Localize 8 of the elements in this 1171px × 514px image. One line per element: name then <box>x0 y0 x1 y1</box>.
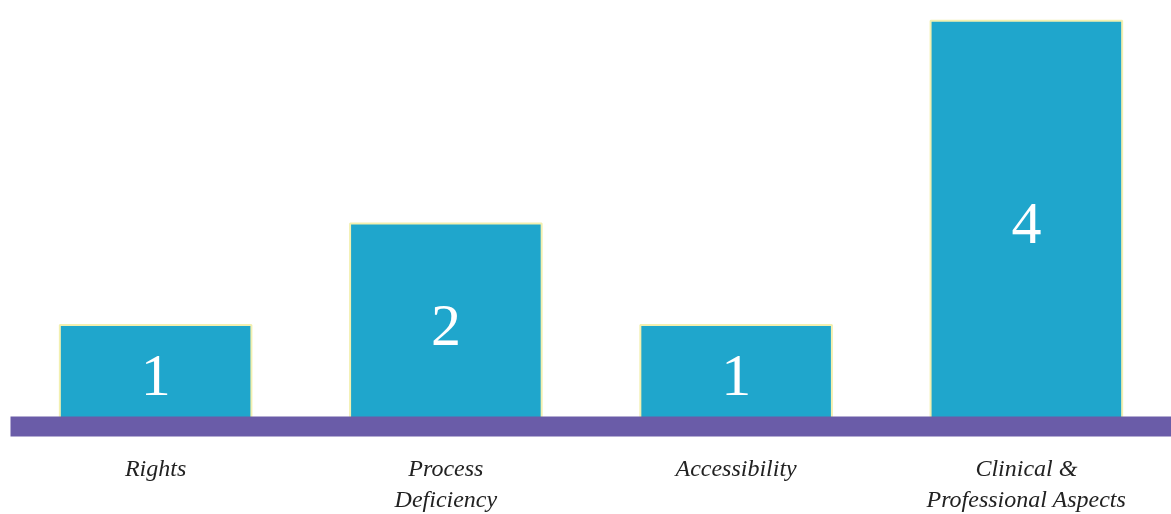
x-tick-label: Rights <box>123 454 187 481</box>
data-label: 4 <box>1011 190 1042 257</box>
x-tick-label: Accessibility <box>673 454 798 481</box>
data-label: 1 <box>140 342 171 409</box>
data-label: 1 <box>721 342 752 409</box>
x-tick-label: Clinical & Professional Aspects <box>925 454 1126 512</box>
x-tick-label: Process Deficiency <box>393 454 498 512</box>
data-label: 2 <box>430 291 461 358</box>
